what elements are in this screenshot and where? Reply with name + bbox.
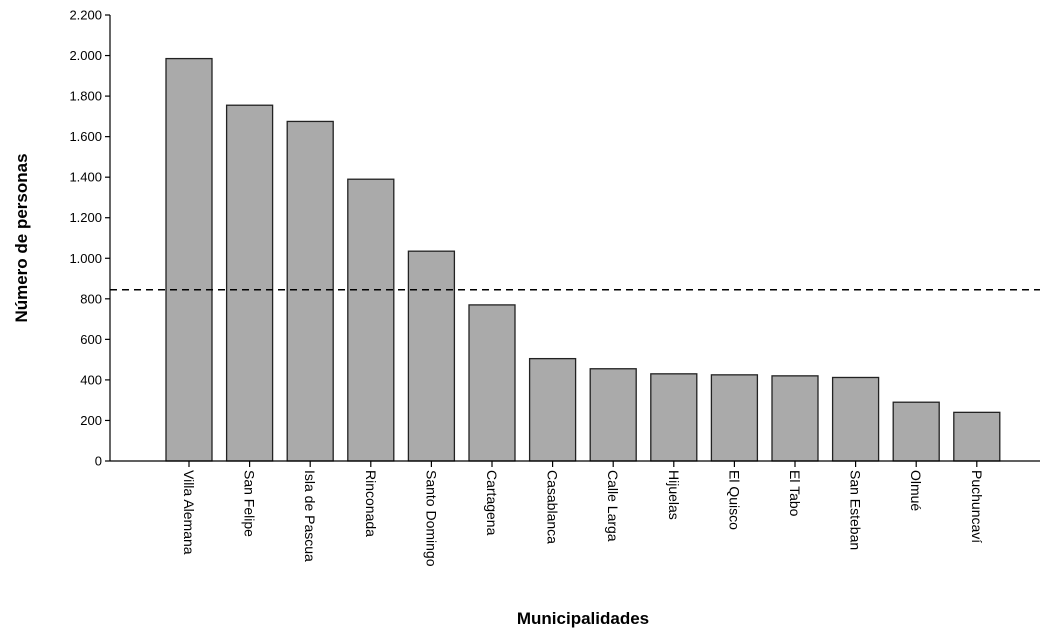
bar-casablanca [528,357,577,462]
x-tick-label: Casablanca [545,470,561,544]
x-tick-label: Puchuncaví [969,470,985,543]
x-tick-label: El Tabo [787,470,803,517]
bar-san-esteban [831,376,880,462]
bar-el-quisco [710,374,759,462]
y-tick-label: 600 [80,332,102,347]
y-tick-label: 2.200 [69,8,102,23]
x-tick-label: San Esteban [848,470,864,550]
y-tick-label: 2.000 [69,48,102,63]
x-tick-label: Hijuelas [666,470,682,520]
y-tick-label: 1.400 [69,170,102,185]
y-tick-label: 200 [80,413,102,428]
y-tick-label: 400 [80,372,102,387]
bar-puchuncav- [953,411,1001,462]
bar-san-felipe [225,104,274,462]
x-tick-label: Isla de Pascua [302,470,318,562]
bar-santo-domingo [407,250,456,462]
y-tick-label: 1.200 [69,210,102,225]
y-tick-label: 800 [80,291,102,306]
x-axis-title: Municipalidades [517,609,649,628]
bar-villa-alemana [165,57,213,462]
x-tick-label: El Quisco [726,470,742,530]
x-tick-label: Cartagena [484,470,500,536]
y-axis-title: Número de personas [12,153,31,322]
x-tick-label: Calle Larga [605,470,621,542]
y-tick-label: 0 [95,454,102,469]
bar-isla-de-pascua [286,120,334,462]
x-tick-label: Santo Domingo [423,470,439,567]
x-axis-ticks: Villa Alemana San Felipe Isla de Pascua Rin… [181,461,985,567]
x-tick-label: Rinconada [363,470,379,537]
bar-cartagena [468,304,516,462]
bar-calle-larga [589,368,637,462]
y-tick-label: 1.800 [69,89,102,104]
bar-hijuelas [650,373,698,462]
bar-rinconada [347,178,395,462]
y-tick-label: 1.000 [69,251,102,266]
bar-el-tabo [771,375,819,462]
x-tick-label: Villa Alemana [181,470,197,555]
x-tick-label: Olmué [908,470,924,511]
x-tick-label: San Felipe [242,470,258,537]
y-axis-ticks: 0 200 400 600 800 1.000 1.200 1.400 1.600 1.800 2.… [69,8,110,469]
bars-group [165,57,1001,462]
y-tick-label: 1.600 [69,129,102,144]
bar-olmu- [892,401,940,462]
